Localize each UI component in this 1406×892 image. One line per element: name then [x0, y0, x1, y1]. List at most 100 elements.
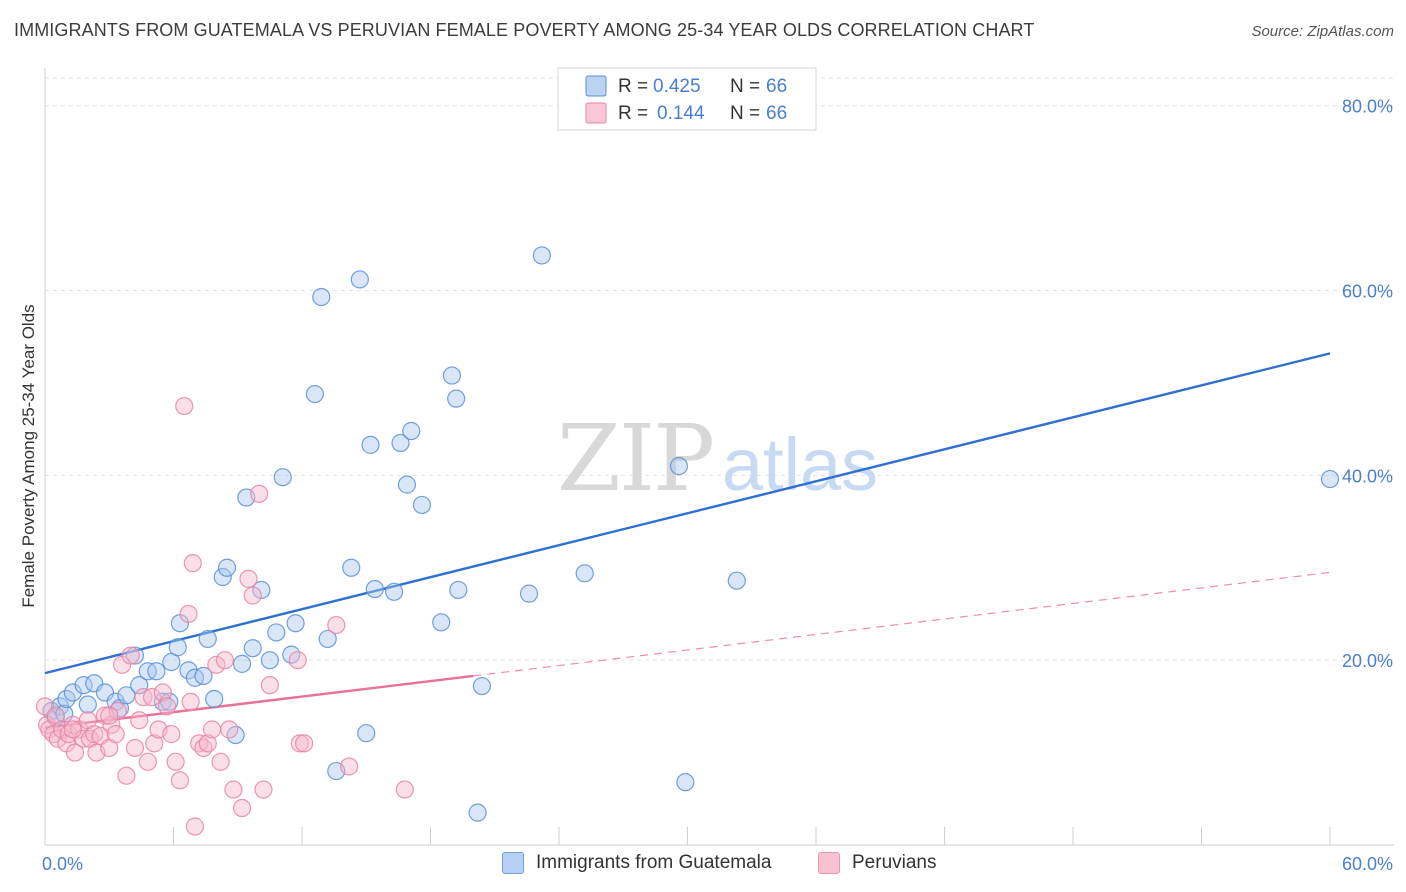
legend-n-value: 66 — [766, 103, 787, 124]
point-peruvian — [100, 706, 119, 725]
y-tick-label: 40.0% — [1342, 466, 1393, 486]
point-guatemala — [1320, 469, 1340, 489]
point-peruvian — [130, 711, 149, 730]
point-guatemala — [472, 676, 491, 696]
point-guatemala — [78, 695, 97, 714]
point-guatemala — [217, 558, 237, 577]
point-peruvian — [166, 752, 185, 771]
point-guatemala — [318, 629, 337, 649]
point-peruvian — [260, 676, 279, 695]
point-guatemala — [575, 564, 594, 583]
point-guatemala — [447, 389, 466, 408]
point-guatemala — [194, 666, 213, 685]
point-guatemala — [267, 623, 286, 642]
point-peruvian — [290, 734, 309, 753]
y-tick-label: 60.0% — [1342, 282, 1393, 302]
point-peruvian — [185, 817, 205, 836]
chart-title: IMMIGRANTS FROM GUATEMALA VS PERUVIAN FE… — [14, 20, 1035, 40]
point-peruvian — [175, 396, 194, 416]
point-guatemala — [260, 651, 279, 670]
point-peruvian — [48, 729, 67, 748]
point-peruvian — [250, 484, 269, 503]
legend-item-guatemala[interactable]: Immigrants from Guatemala — [502, 852, 771, 874]
point-peruvian — [202, 720, 222, 739]
point-peruvian — [232, 798, 252, 818]
point-guatemala — [243, 639, 262, 658]
point-guatemala — [727, 571, 746, 590]
point-peruvian — [179, 604, 198, 624]
point-guatemala — [391, 433, 410, 453]
point-peruvian — [207, 655, 226, 674]
point-guatemala — [442, 366, 462, 385]
point-peruvian — [65, 743, 85, 762]
legend-n-value: 66 — [766, 76, 787, 97]
point-peruvian — [224, 780, 243, 799]
point-guatemala — [125, 646, 145, 665]
point-peruvian — [288, 651, 307, 670]
point-peruvian — [108, 701, 127, 721]
point-guatemala — [432, 613, 451, 632]
tick-labels: 20.0% 40.0% 60.0% 80.0% 0.0% 60.0% — [42, 97, 1393, 874]
point-peruvian — [121, 646, 140, 665]
legend-r-value: 0.425 — [653, 76, 701, 97]
legend-item-peruvians[interactable]: Peruvians — [818, 852, 937, 874]
point-peruvian — [162, 725, 181, 744]
y-tick-label: 80.0% — [1342, 97, 1393, 117]
point-peruvian — [220, 720, 239, 739]
legend-swatch-guatemala — [585, 75, 607, 97]
legend-r-value: 0.144 — [657, 103, 705, 124]
point-guatemala — [412, 495, 432, 515]
point-peruvian — [295, 734, 314, 753]
point-guatemala — [286, 614, 305, 633]
legend-swatch-peruvians — [818, 852, 840, 874]
point-peruvian — [198, 734, 217, 753]
point-guatemala — [361, 435, 380, 454]
point-guatemala — [397, 475, 417, 494]
point-peruvian — [243, 586, 262, 605]
point-guatemala — [676, 773, 695, 792]
point-peruvian — [395, 780, 414, 799]
legend-top: R = 0.425 N = 66 R = 0.144 N = 66 — [557, 67, 817, 131]
point-guatemala — [232, 654, 252, 673]
legend-r-label: R = — [618, 76, 648, 97]
point-peruvian — [142, 688, 162, 707]
point-guatemala — [357, 724, 376, 743]
point-peruvian — [340, 757, 359, 776]
point-guatemala — [468, 803, 487, 822]
point-guatemala — [130, 676, 149, 695]
point-peruvian — [170, 771, 190, 790]
legend-swatch-guatemala — [502, 852, 524, 874]
point-peruvian — [327, 615, 346, 635]
trend-line-guatemala — [44, 352, 1331, 675]
watermark-atlas: atlas — [722, 423, 878, 506]
trend-line-peruvians-extrapolated — [473, 571, 1331, 677]
legend-label-peruvians: Peruvians — [852, 852, 937, 873]
watermark-zip: ZIP — [557, 405, 713, 512]
axes — [44, 68, 1394, 846]
point-peruvian — [183, 554, 202, 573]
point-guatemala — [669, 457, 689, 476]
point-peruvian — [215, 651, 234, 670]
point-guatemala — [365, 579, 384, 599]
legend-r-label: R = — [618, 103, 648, 124]
series-guatemala — [42, 246, 1340, 822]
point-guatemala — [160, 692, 179, 711]
point-guatemala — [532, 246, 551, 265]
point-peruvian — [157, 697, 177, 716]
point-guatemala — [205, 689, 224, 709]
point-peruvian — [239, 569, 258, 588]
y-axis-label: Female Poverty Among 25-34 Year Olds — [19, 304, 38, 607]
point-peruvian — [181, 692, 200, 711]
point-peruvian — [125, 738, 145, 758]
point-peruvian — [138, 752, 157, 771]
point-peruvian — [145, 734, 164, 753]
series-peruvians — [35, 396, 414, 836]
point-guatemala — [402, 421, 421, 441]
point-guatemala — [168, 638, 187, 657]
point-peruvian — [106, 725, 125, 744]
legend-bottom: Immigrants from Guatemala Peruvians — [0, 852, 1406, 878]
point-peruvian — [117, 766, 136, 785]
point-guatemala — [57, 689, 76, 709]
legend-n-label: N = — [730, 76, 760, 97]
x-tick-label: 60.0% — [1342, 854, 1393, 874]
